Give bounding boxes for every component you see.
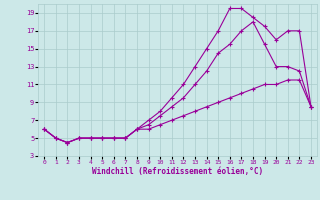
- X-axis label: Windchill (Refroidissement éolien,°C): Windchill (Refroidissement éolien,°C): [92, 167, 263, 176]
